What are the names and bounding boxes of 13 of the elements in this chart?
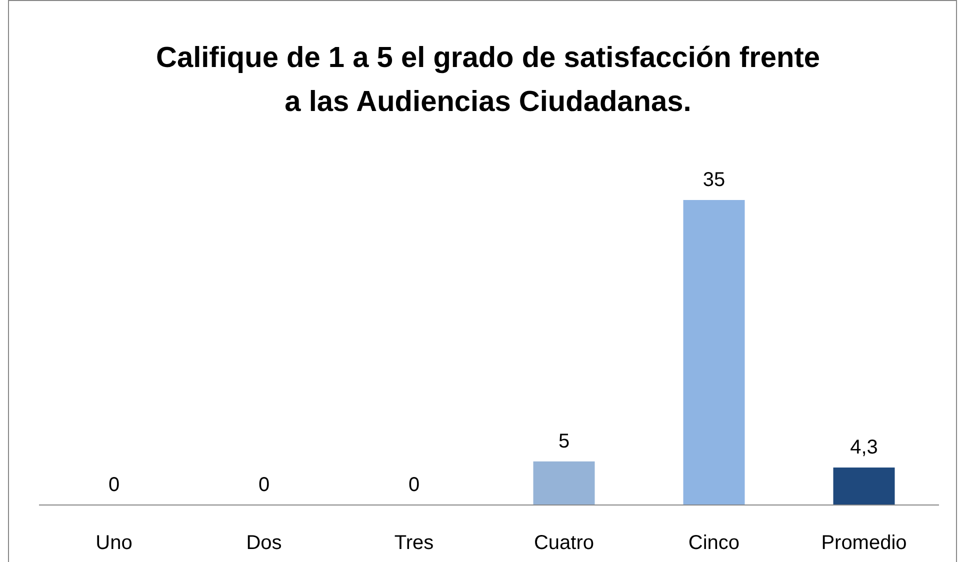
x-tick-label: Promedio xyxy=(821,532,907,554)
data-label: 0 xyxy=(108,474,120,496)
data-label: 5 xyxy=(558,430,570,452)
x-tick-label: Cuatro xyxy=(534,532,594,554)
data-label: 35 xyxy=(702,169,726,191)
chart-title: Califique de 1 a 5 el grado de satisfacción frente a las Audiencias Ciudadanas. xyxy=(156,42,820,118)
x-tick-label: Cinco xyxy=(688,532,740,554)
data-label: 0 xyxy=(408,474,420,496)
data-label: 0 xyxy=(258,474,270,496)
x-tick-label: Dos xyxy=(246,532,282,554)
x-tick-label: Tres xyxy=(394,532,434,554)
x-tick-label: Uno xyxy=(96,532,132,554)
data-label: 4,3 xyxy=(850,436,878,459)
